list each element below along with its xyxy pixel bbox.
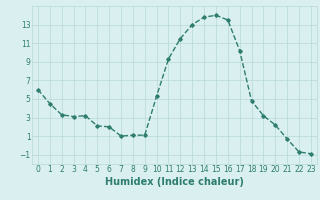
X-axis label: Humidex (Indice chaleur): Humidex (Indice chaleur)	[105, 177, 244, 187]
